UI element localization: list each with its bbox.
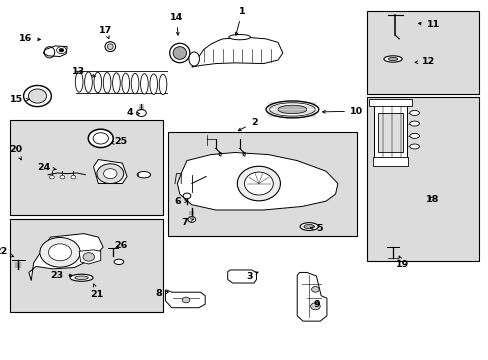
Ellipse shape <box>103 72 111 93</box>
Ellipse shape <box>107 44 113 49</box>
Circle shape <box>310 303 320 310</box>
Circle shape <box>187 217 195 222</box>
Circle shape <box>60 175 64 179</box>
Text: 20: 20 <box>9 145 22 160</box>
Polygon shape <box>177 153 337 210</box>
Text: 12: 12 <box>414 57 434 66</box>
Polygon shape <box>93 159 127 184</box>
Ellipse shape <box>137 171 150 178</box>
Bar <box>366 11 478 94</box>
Ellipse shape <box>105 42 115 51</box>
Polygon shape <box>165 290 205 308</box>
Ellipse shape <box>23 85 51 107</box>
Text: 7: 7 <box>181 218 193 227</box>
Circle shape <box>183 193 190 199</box>
Ellipse shape <box>278 105 306 114</box>
Ellipse shape <box>244 172 273 195</box>
Ellipse shape <box>75 72 83 92</box>
Ellipse shape <box>70 274 93 281</box>
Ellipse shape <box>140 74 148 94</box>
Ellipse shape <box>409 121 419 126</box>
Polygon shape <box>372 157 407 166</box>
Circle shape <box>49 175 54 179</box>
Bar <box>366 97 478 261</box>
Ellipse shape <box>114 259 123 265</box>
Text: 11: 11 <box>418 20 439 29</box>
Text: 6: 6 <box>174 197 187 206</box>
Polygon shape <box>191 37 282 67</box>
Circle shape <box>40 238 80 267</box>
Polygon shape <box>29 234 103 280</box>
Text: 16: 16 <box>19 34 41 43</box>
Ellipse shape <box>28 89 46 103</box>
Text: 21: 21 <box>90 284 103 299</box>
Bar <box>10 120 163 215</box>
Circle shape <box>97 164 123 184</box>
Circle shape <box>182 297 189 303</box>
Ellipse shape <box>409 111 419 116</box>
Ellipse shape <box>265 101 318 118</box>
Polygon shape <box>227 270 256 283</box>
Text: 24: 24 <box>37 163 56 172</box>
Ellipse shape <box>75 276 88 279</box>
Text: 19: 19 <box>395 256 408 269</box>
Ellipse shape <box>409 134 419 138</box>
Ellipse shape <box>188 52 199 66</box>
Ellipse shape <box>169 43 189 63</box>
Ellipse shape <box>228 35 250 40</box>
Ellipse shape <box>122 73 129 94</box>
Text: 9: 9 <box>313 300 320 309</box>
Ellipse shape <box>150 74 157 94</box>
Polygon shape <box>79 250 101 264</box>
Polygon shape <box>43 46 67 57</box>
Text: 3: 3 <box>245 271 258 280</box>
Ellipse shape <box>409 144 419 149</box>
Bar <box>377 113 402 152</box>
Text: 22: 22 <box>0 247 14 257</box>
Text: 15: 15 <box>10 95 29 104</box>
Text: 10: 10 <box>322 107 362 116</box>
Circle shape <box>48 244 71 261</box>
Circle shape <box>103 169 117 179</box>
Ellipse shape <box>300 223 318 230</box>
Circle shape <box>83 253 94 261</box>
Ellipse shape <box>173 47 186 59</box>
Text: 4: 4 <box>126 108 139 117</box>
Ellipse shape <box>131 73 139 94</box>
Text: 8: 8 <box>155 289 168 298</box>
Ellipse shape <box>387 57 397 60</box>
Polygon shape <box>368 99 411 106</box>
Bar <box>167 132 356 237</box>
Text: 23: 23 <box>50 271 72 280</box>
Text: 13: 13 <box>72 67 95 77</box>
Circle shape <box>311 287 319 292</box>
Text: 1: 1 <box>235 7 245 35</box>
Circle shape <box>59 48 64 52</box>
Ellipse shape <box>383 56 401 62</box>
Text: 26: 26 <box>114 241 127 250</box>
Ellipse shape <box>93 133 108 144</box>
Ellipse shape <box>88 129 113 148</box>
Text: 2: 2 <box>238 118 257 131</box>
Ellipse shape <box>84 72 92 93</box>
Text: 5: 5 <box>310 224 322 233</box>
Ellipse shape <box>237 166 280 201</box>
Text: 25: 25 <box>111 137 127 146</box>
Text: 18: 18 <box>425 195 438 204</box>
Ellipse shape <box>159 74 166 95</box>
Ellipse shape <box>304 224 314 229</box>
Polygon shape <box>297 273 326 321</box>
Polygon shape <box>373 102 407 159</box>
Ellipse shape <box>94 72 102 93</box>
Circle shape <box>71 175 76 179</box>
Text: 14: 14 <box>169 13 183 35</box>
Circle shape <box>136 109 146 117</box>
Text: 17: 17 <box>99 26 112 39</box>
Ellipse shape <box>112 73 120 93</box>
Bar <box>10 219 163 312</box>
Circle shape <box>57 47 66 54</box>
